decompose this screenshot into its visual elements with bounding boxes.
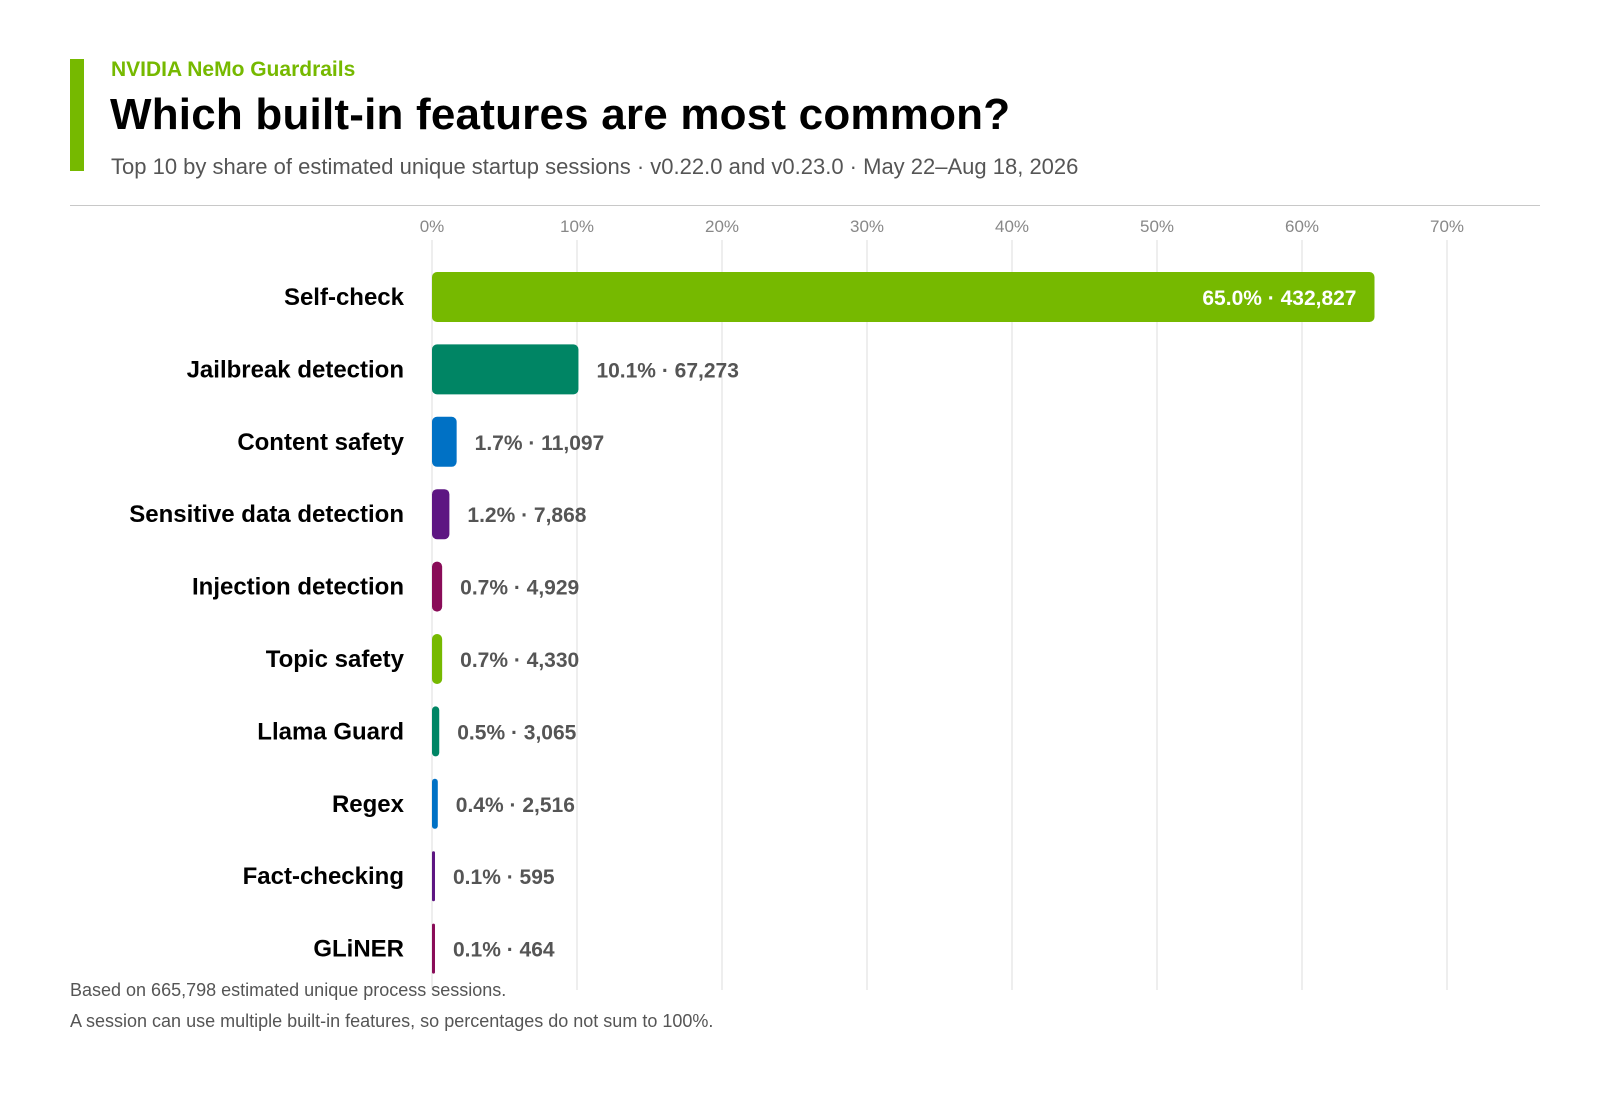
category-label: Self-check (284, 284, 405, 311)
x-tick-label: 50% (1140, 217, 1174, 236)
chart-title: Which built-in features are most common? (110, 90, 1011, 139)
footnote-multiple-features: A session can use multiple built-in feat… (70, 1011, 714, 1031)
bar (432, 851, 435, 902)
data-label: 65.0% · 432,827 (1202, 287, 1356, 310)
bar (432, 561, 443, 612)
x-tick-label: 40% (995, 217, 1029, 236)
bar (432, 923, 435, 974)
data-label: 0.7% · 4,929 (460, 577, 579, 600)
bar (432, 634, 443, 684)
footnote-sessions: Based on 665,798 estimated unique proces… (70, 980, 507, 1000)
header-divider (70, 205, 1540, 206)
bar (432, 778, 438, 829)
data-label: 10.1% · 67,273 (596, 359, 738, 382)
x-tick-label: 20% (705, 217, 739, 236)
category-label: Sensitive data detection (129, 501, 404, 528)
category-label: Injection detection (192, 574, 404, 601)
x-tick-label: 10% (560, 217, 594, 236)
bar (432, 344, 579, 395)
data-label: 1.2% · 7,868 (467, 504, 586, 527)
bar (432, 272, 1375, 322)
category-label: Content safety (237, 429, 404, 456)
category-label: Llama Guard (257, 718, 404, 745)
data-label: 0.7% · 4,330 (460, 649, 579, 672)
x-tick-label: 0% (420, 217, 445, 236)
footnotes: Based on 665,798 estimated unique proces… (70, 980, 713, 1042)
data-label: 0.4% · 2,516 (456, 794, 575, 817)
bar (432, 706, 440, 757)
data-label: 1.7% · 11,097 (475, 432, 605, 455)
category-label: Jailbreak detection (187, 356, 404, 383)
category-label: Fact-checking (243, 863, 404, 890)
category-label: Topic safety (266, 646, 405, 673)
bar (432, 489, 450, 540)
data-label: 0.5% · 3,065 (457, 721, 576, 744)
data-label: 0.1% · 595 (453, 866, 555, 889)
category-label: GLiNER (313, 936, 404, 963)
brand-label: NVIDIA NeMo Guardrails (111, 58, 356, 81)
category-label: Regex (332, 791, 405, 818)
accent-bar (70, 59, 84, 171)
chart-subtitle: Top 10 by share of estimated unique star… (111, 154, 1079, 179)
x-tick-label: 60% (1285, 217, 1319, 236)
data-label: 0.1% · 464 (453, 939, 555, 962)
x-tick-label: 70% (1430, 217, 1464, 236)
bar (432, 416, 457, 467)
x-tick-label: 30% (850, 217, 884, 236)
